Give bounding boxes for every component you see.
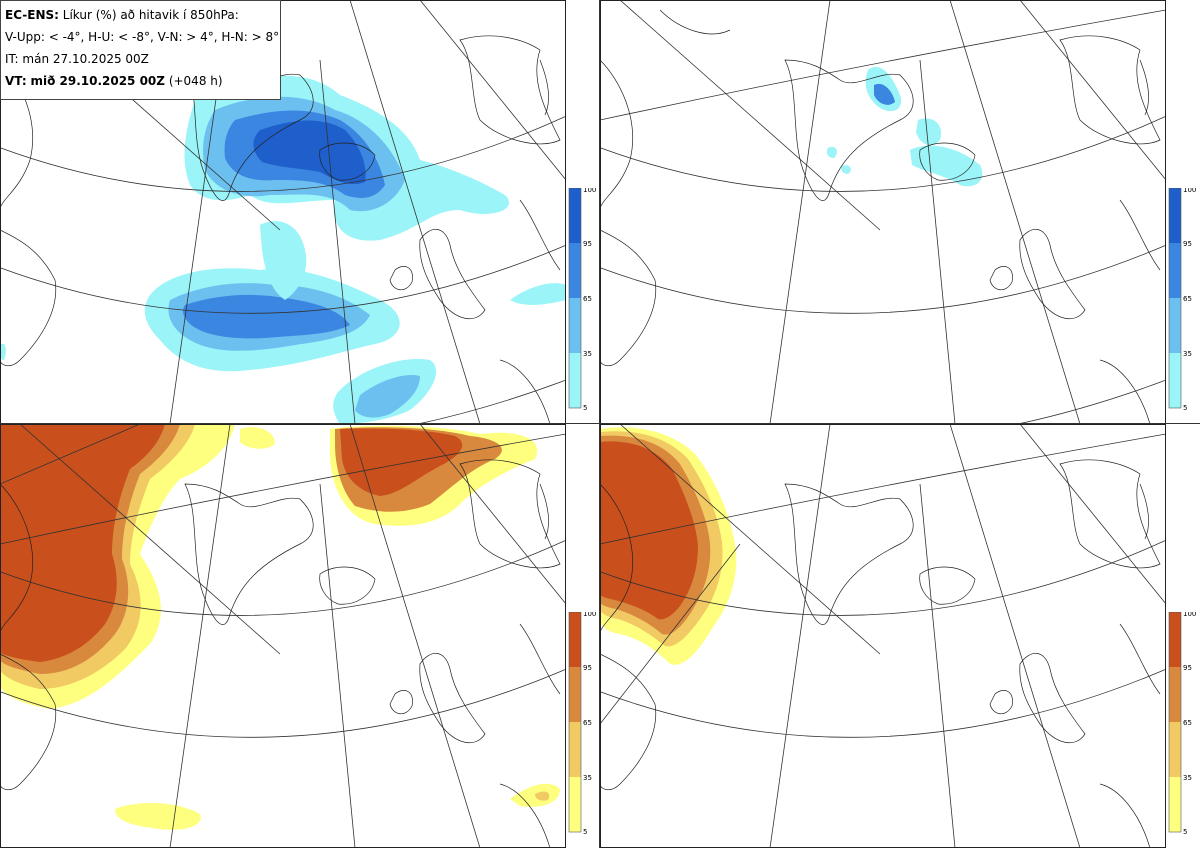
- colorbar-cold: 100 95 65 35 5: [568, 188, 600, 410]
- cbar-segment-4: [1169, 777, 1181, 832]
- cbar-tick-65: 65: [1183, 719, 1192, 727]
- cbar-tick-35: 35: [583, 350, 592, 358]
- lead-time: (+048 h): [168, 74, 223, 88]
- product-title: Líkur (%) að hitavik í 850hPa:: [62, 8, 239, 22]
- info-box: EC-ENS: Líkur (%) að hitavik í 850hPa: V…: [0, 0, 281, 100]
- cbar-segment-3: [1169, 722, 1181, 777]
- init-time: mán 27.10.2025 00Z: [22, 52, 149, 66]
- cbar-tick-65: 65: [1183, 295, 1192, 303]
- graticule: [0, 0, 566, 424]
- cbar-segment-2: [569, 667, 581, 722]
- cbar-segment-3: [569, 298, 581, 353]
- threshold-line: V-Upp: < -4°, H-U: < -8°, V-N: > 4°, H-N…: [5, 30, 280, 44]
- cbar-tick-100: 100: [1183, 188, 1196, 194]
- panel-warm-4deg: 100 95 65 35 5: [0, 424, 600, 848]
- cbar-segment-1: [569, 188, 581, 243]
- cbar-tick-5: 5: [1183, 828, 1187, 834]
- map-cold-8deg: [600, 0, 1166, 424]
- colorbar-cold: 100 95 65 35 5: [1168, 188, 1200, 410]
- init-label: IT:: [5, 52, 19, 66]
- panel-divider-horizontal: [0, 423, 1200, 424]
- cbar-tick-100: 100: [1183, 612, 1196, 618]
- info-title-line: EC-ENS: Líkur (%) að hitavik í 850hPa:: [5, 4, 280, 26]
- map-warm-8deg: [600, 424, 1166, 848]
- panel-cold-4deg: EC-ENS: Líkur (%) að hitavik í 850hPa: V…: [0, 0, 600, 424]
- graticule: [600, 0, 1166, 424]
- valid-label: VT:: [5, 74, 27, 88]
- cbar-tick-35: 35: [1183, 774, 1192, 782]
- cbar-tick-5: 5: [583, 828, 587, 834]
- cbar-tick-100: 100: [583, 188, 596, 194]
- cbar-tick-65: 65: [583, 295, 592, 303]
- panel-divider-vertical: [599, 0, 600, 848]
- probability-field: [600, 427, 737, 665]
- colorbar-warm: 100 95 65 35 5: [568, 612, 600, 834]
- model-name: EC-ENS:: [5, 8, 59, 22]
- cbar-segment-2: [1169, 667, 1181, 722]
- cbar-segment-4: [1169, 353, 1181, 408]
- cbar-segment-4: [569, 353, 581, 408]
- cbar-tick-95: 95: [1183, 240, 1192, 248]
- panel-cold-8deg: 100 95 65 35 5: [600, 0, 1200, 424]
- probability-field: [0, 424, 560, 830]
- cbar-segment-1: [1169, 188, 1181, 243]
- map-warm-4deg: [0, 424, 566, 848]
- cbar-segment-2: [1169, 243, 1181, 298]
- cbar-tick-95: 95: [1183, 664, 1192, 672]
- valid-time: mið 29.10.2025 00Z: [30, 74, 165, 88]
- cbar-segment-1: [1169, 612, 1181, 667]
- graticule: [600, 424, 1166, 848]
- init-time-line: IT: mán 27.10.2025 00Z: [5, 48, 280, 70]
- cbar-segment-3: [1169, 298, 1181, 353]
- coastlines: [600, 9, 1161, 424]
- cbar-tick-65: 65: [583, 719, 592, 727]
- cbar-tick-95: 95: [583, 664, 592, 672]
- cbar-segment-2: [569, 243, 581, 298]
- cbar-tick-35: 35: [1183, 350, 1192, 358]
- coastlines: [0, 459, 561, 848]
- cbar-tick-95: 95: [583, 240, 592, 248]
- graticule: [0, 424, 566, 848]
- cbar-segment-3: [569, 722, 581, 777]
- probability-field: [826, 66, 983, 187]
- cbar-tick-100: 100: [583, 612, 596, 618]
- cbar-segment-4: [569, 777, 581, 832]
- colorbar-warm: 100 95 65 35 5: [1168, 612, 1200, 834]
- panel-warm-8deg: 100 95 65 35 5: [600, 424, 1200, 848]
- cbar-segment-1: [569, 612, 581, 667]
- cbar-tick-35: 35: [583, 774, 592, 782]
- cbar-tick-5: 5: [1183, 404, 1187, 410]
- coastlines: [600, 459, 1161, 848]
- cbar-tick-5: 5: [583, 404, 587, 410]
- probability-field: [0, 75, 566, 424]
- map-cold-4deg: [0, 0, 566, 424]
- valid-time-line: VT: mið 29.10.2025 00Z (+048 h): [5, 70, 280, 92]
